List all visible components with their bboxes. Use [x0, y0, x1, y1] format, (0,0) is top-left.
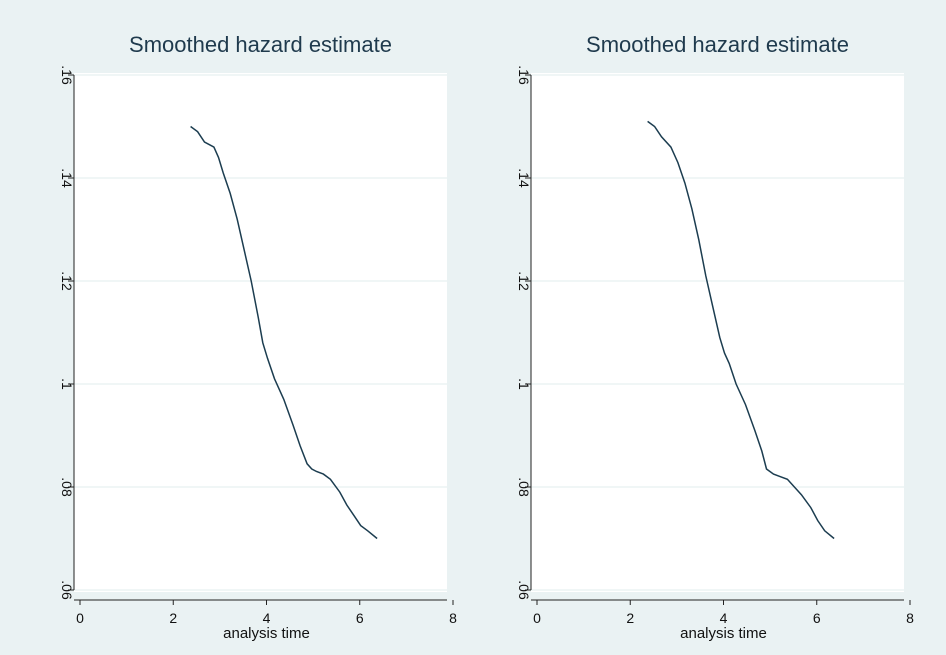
hazard-line-right	[647, 120, 835, 540]
hazard-line-left	[190, 125, 378, 540]
plot-area-right	[531, 73, 904, 592]
y-tick-label-left-1: .08	[59, 477, 75, 497]
x-tick-label-right-0: 0	[533, 610, 541, 626]
x-tick-label-right-1: 2	[626, 610, 634, 626]
y-tick-label-left-3: .12	[59, 271, 75, 291]
hazard-chart-right-svg: Smoothed hazard estimate .06 .08 .1 .12 .14 .1…	[516, 32, 914, 642]
y-tick-label-right-5: .16	[516, 65, 532, 85]
y-tick-label-right-1: .08	[516, 477, 532, 497]
y-tick-label-right-3: .12	[516, 271, 532, 291]
x-axis-label-right: analysis time	[680, 625, 767, 642]
y-tick-label-right-0: .06	[516, 580, 532, 600]
x-tick-label-right-2: 4	[720, 610, 728, 626]
y-tick-label-left-2: .1	[59, 378, 75, 390]
hazard-chart-left: Smoothed hazard estimate .06 .08 .1 .12 .14 .1…	[59, 32, 457, 642]
y-tick-label-left-5: .16	[59, 65, 75, 85]
y-tick-label-left-4: .14	[59, 168, 75, 188]
y-tick-label-right-4: .14	[516, 168, 532, 188]
hazard-chart-right: Smoothed hazard estimate .06 .08 .1 .12 .14 .1…	[457, 0, 930, 655]
x-axis-label-left: analysis time	[223, 625, 310, 642]
x-tick-label-left-3: 6	[356, 610, 364, 626]
x-tick-label-left-2: 4	[263, 610, 271, 626]
x-tick-label-left-0: 0	[76, 610, 84, 626]
x-tick-label-right-3: 6	[813, 610, 821, 626]
x-tick-label-left-1: 2	[169, 610, 177, 626]
chart-title-left: Smoothed hazard estimate	[129, 32, 392, 57]
x-tick-label-right-4: 8	[906, 610, 914, 626]
hazard-chart-left-svg: Smoothed hazard estimate .06 .08 .1 .12 .14 .1…	[59, 32, 457, 642]
y-tick-label-left-0: .06	[59, 580, 75, 600]
chart-title-right: Smoothed hazard estimate	[586, 32, 849, 57]
x-tick-label-left-4: 8	[449, 610, 457, 626]
y-tick-label-right-2: .1	[516, 378, 532, 390]
